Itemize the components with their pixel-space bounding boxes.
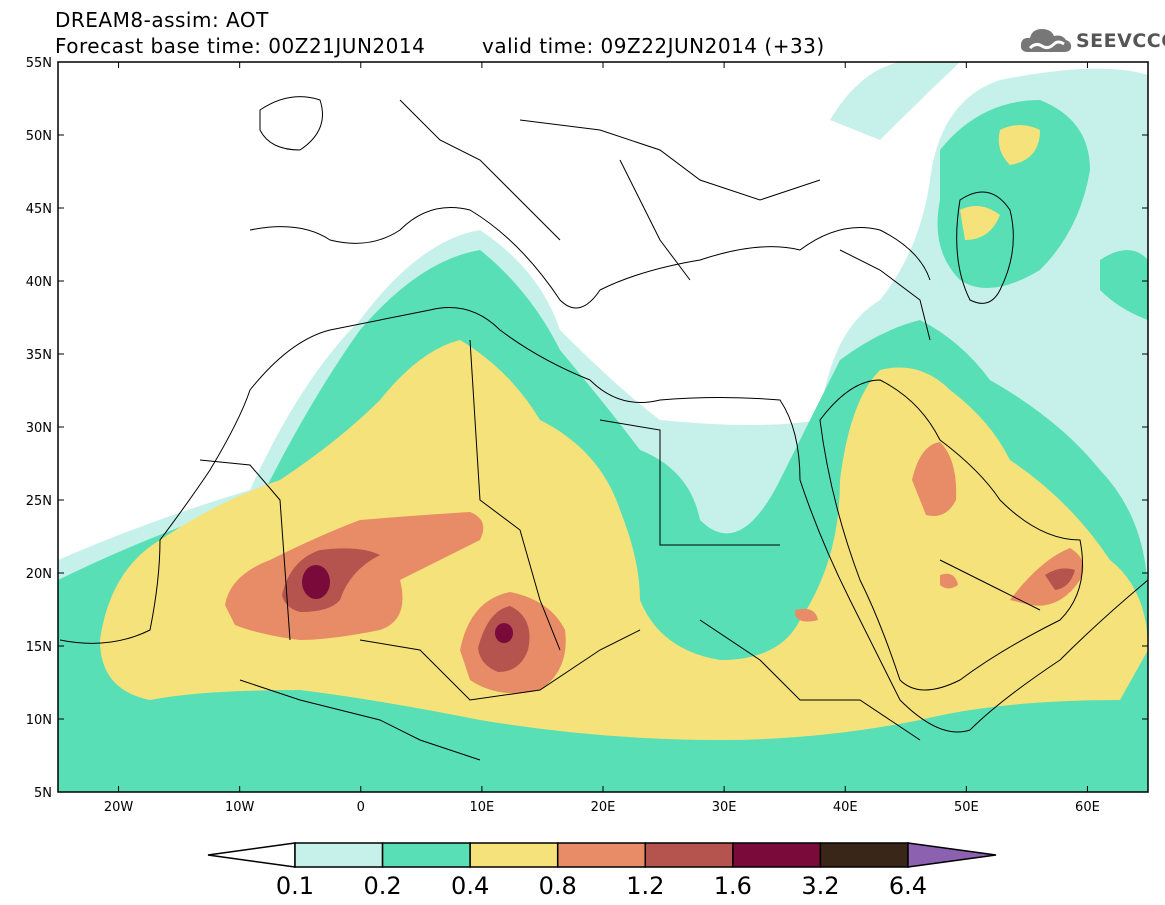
latitude-ticks: 55N 50N 45N 40N 35N 30N 25N 20N 15N 10N 5N (26, 56, 1148, 801)
colorbar-box (732, 842, 822, 868)
colorbar-high-arrow (907, 842, 997, 868)
valid-time: valid time: 09Z22JUN2014 (+33) (482, 34, 825, 58)
lon-tick-label: 10E (470, 800, 495, 815)
lat-tick-label: 55N (26, 56, 52, 71)
colorbar-label: 1.6 (714, 872, 752, 900)
lon-tick-label: 40E (833, 800, 858, 815)
lon-tick-label: 30E (712, 800, 737, 815)
lat-tick-label: 50N (26, 129, 52, 144)
lon-tick-label: 10W (225, 800, 255, 815)
colorbar: 0.1 0.2 0.4 0.8 1.2 1.6 3.2 6.4 (207, 842, 997, 900)
lat-tick-label: 30N (26, 421, 52, 436)
colorbar-box (381, 842, 471, 868)
lon-tick-label: 20E (591, 800, 616, 815)
lat-tick-label: 15N (26, 640, 52, 655)
map-title: DREAM8-assim: AOT (55, 8, 269, 32)
colorbar-label: 6.4 (889, 872, 927, 900)
colorbar-box (294, 842, 384, 868)
coastlines (59, 96, 1148, 761)
colorbar-label: 3.2 (801, 872, 839, 900)
lat-tick-label: 25N (26, 494, 52, 509)
lon-tick-label: 50E (954, 800, 979, 815)
aot-field-1.2 (282, 548, 1075, 672)
cloud-icon (1020, 29, 1072, 52)
colorbar-label: 0.4 (451, 872, 489, 900)
colorbar-low-arrow (207, 842, 296, 868)
colorbar-label: 0.8 (539, 872, 577, 900)
colorbar-label: 0.2 (363, 872, 401, 900)
lon-tick-label: 20W (104, 800, 134, 815)
aot-field-1.6 (302, 565, 513, 643)
colorbar-label: 1.2 (626, 872, 664, 900)
logo-text: SEEVCCC (1076, 30, 1165, 52)
lat-tick-label: 20N (26, 567, 52, 582)
colorbar-box (556, 842, 647, 868)
logo: SEEVCCC (1018, 24, 1165, 58)
colorbar-box (819, 842, 909, 868)
lat-tick-label: 35N (26, 348, 52, 363)
colorbar-box (644, 842, 734, 868)
colorbar-box (469, 842, 559, 868)
lat-tick-label: 40N (26, 275, 52, 290)
longitude-ticks: 20W 10W 0 10E 20E 30E 40E 50E 60E (104, 62, 1100, 815)
lat-tick-label: 10N (26, 713, 52, 728)
lon-tick-label: 60E (1075, 800, 1100, 815)
colorbar-label: 0.1 (276, 872, 314, 900)
lon-tick-label: 0 (357, 800, 365, 815)
forecast-base-time: Forecast base time: 00Z21JUN2014 (55, 34, 426, 58)
lat-tick-label: 5N (34, 786, 52, 801)
lat-tick-label: 45N (26, 202, 52, 217)
